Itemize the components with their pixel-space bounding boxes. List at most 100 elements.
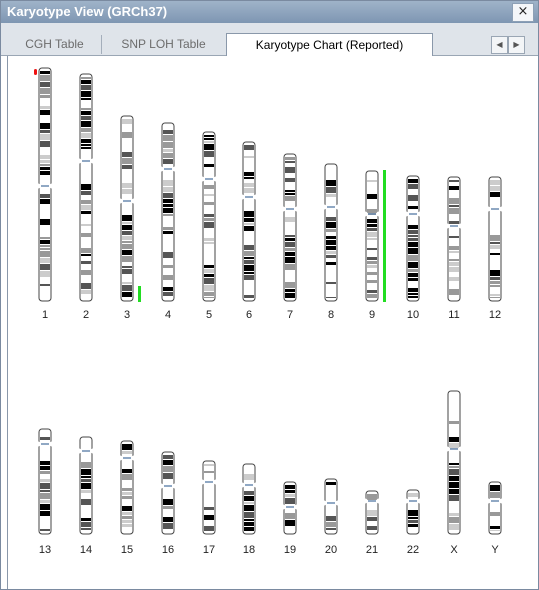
chromosome-Y[interactable] bbox=[488, 481, 502, 535]
chromosome-band bbox=[204, 274, 214, 277]
chromosome-band bbox=[490, 277, 500, 280]
chromosome-2[interactable] bbox=[79, 73, 93, 302]
chromosome-band bbox=[122, 520, 132, 523]
centromere bbox=[161, 483, 175, 489]
chromosome-band bbox=[367, 232, 377, 237]
chromosome-4[interactable] bbox=[161, 122, 175, 302]
chevron-right-icon[interactable]: ▶ bbox=[508, 36, 525, 54]
chromosome-X[interactable] bbox=[447, 390, 461, 535]
centromere bbox=[38, 183, 52, 189]
chromosome-band bbox=[326, 297, 336, 298]
gain-marker[interactable] bbox=[138, 286, 141, 302]
chevron-left-icon[interactable]: ◀ bbox=[491, 36, 508, 54]
chromosome-9[interactable] bbox=[365, 170, 379, 302]
chromosome-band bbox=[326, 217, 336, 221]
chromosome-band bbox=[40, 466, 50, 470]
chromosome-band bbox=[408, 230, 418, 234]
chromosome-band bbox=[163, 499, 173, 505]
centromere bbox=[324, 204, 338, 210]
tab-karyotype-chart[interactable]: Karyotype Chart (Reported) bbox=[226, 33, 433, 56]
chromosome-band bbox=[81, 270, 91, 275]
chromosome-band bbox=[40, 95, 50, 98]
chromosome-13[interactable] bbox=[38, 428, 52, 535]
chromosome-15[interactable] bbox=[120, 440, 134, 535]
chromosome-band bbox=[326, 255, 336, 258]
chromosome-band bbox=[285, 217, 295, 222]
chromosome-19[interactable] bbox=[283, 481, 297, 535]
chromosome-band bbox=[285, 513, 295, 519]
chromosome-5[interactable] bbox=[202, 131, 216, 302]
chromosome-band bbox=[244, 260, 254, 264]
chromosome-label: 4 bbox=[165, 309, 171, 321]
centromere bbox=[79, 158, 93, 164]
chromosome-band bbox=[367, 238, 377, 240]
close-button[interactable]: × bbox=[512, 3, 534, 22]
chromosome-band bbox=[244, 519, 254, 521]
chromosome-band bbox=[285, 193, 295, 195]
chromosome-band bbox=[81, 191, 91, 195]
chromosome-band bbox=[204, 222, 214, 228]
chromosome-band bbox=[163, 159, 173, 164]
chromosome-band bbox=[244, 251, 254, 256]
chromosome-1[interactable] bbox=[38, 67, 52, 302]
centromere bbox=[447, 223, 461, 229]
chromosome-band bbox=[285, 196, 295, 201]
chromosome-band bbox=[244, 226, 254, 231]
chromosome-band bbox=[40, 504, 50, 510]
chromosome-band bbox=[244, 295, 254, 298]
chromosome-label: 20 bbox=[325, 544, 337, 556]
chromosome-band bbox=[367, 261, 377, 264]
chromosome-band bbox=[244, 172, 254, 176]
chromosome-band bbox=[40, 237, 50, 239]
chromosome-band bbox=[408, 225, 418, 229]
chromosome-17[interactable] bbox=[202, 460, 216, 535]
tab-snp-loh-table[interactable]: SNP LOH Table bbox=[121, 37, 206, 51]
chromosome-band bbox=[163, 193, 173, 198]
chromosome-14[interactable] bbox=[79, 436, 93, 535]
chromosome-band bbox=[40, 511, 50, 516]
chromosome-band bbox=[81, 479, 91, 482]
chromosome-band bbox=[122, 516, 132, 519]
chromosome-10[interactable] bbox=[406, 175, 420, 302]
chromosome-band bbox=[40, 155, 50, 159]
chromosome-body bbox=[447, 390, 461, 535]
chromosome-band bbox=[408, 278, 418, 281]
chromosome-band bbox=[326, 194, 336, 197]
chromosome-band bbox=[285, 490, 295, 493]
gain-marker[interactable] bbox=[383, 170, 386, 302]
chromosome-band bbox=[40, 134, 50, 140]
chromosome-band bbox=[449, 186, 459, 190]
chromosome-6[interactable] bbox=[242, 141, 256, 302]
chromosome-label: 7 bbox=[287, 309, 293, 321]
chromosome-band bbox=[40, 160, 50, 163]
chromosome-band bbox=[367, 180, 377, 182]
chromosome-band bbox=[122, 119, 132, 124]
tab-separator bbox=[101, 35, 102, 54]
chromosome-18[interactable] bbox=[242, 463, 256, 535]
chromosome-band bbox=[40, 245, 50, 247]
chromosome-band bbox=[490, 281, 500, 284]
chromosome-band bbox=[326, 282, 336, 284]
chromosome-8[interactable] bbox=[324, 163, 338, 302]
chromosome-band bbox=[40, 251, 50, 257]
chromosome-22[interactable] bbox=[406, 489, 420, 535]
chromosome-3[interactable] bbox=[120, 115, 134, 302]
chromosome-7[interactable] bbox=[283, 153, 297, 302]
chromosome-band bbox=[163, 466, 173, 472]
chromosome-band bbox=[367, 494, 377, 500]
chromosome-16[interactable] bbox=[161, 451, 175, 535]
chromosome-band bbox=[408, 248, 418, 254]
chromosome-21[interactable] bbox=[365, 490, 379, 535]
chromosome-20[interactable] bbox=[324, 478, 338, 535]
centromere bbox=[447, 446, 461, 452]
chromosome-band bbox=[122, 292, 132, 297]
tab-cgh-table[interactable]: CGH Table bbox=[25, 37, 84, 51]
chromosome-band bbox=[408, 242, 418, 247]
centromere bbox=[120, 198, 134, 204]
loss-marker[interactable] bbox=[34, 69, 37, 75]
chromosome-12[interactable] bbox=[488, 176, 502, 302]
chromosome-11[interactable] bbox=[447, 176, 461, 302]
chromosome-band bbox=[204, 269, 214, 273]
chromosome-band bbox=[367, 194, 377, 199]
